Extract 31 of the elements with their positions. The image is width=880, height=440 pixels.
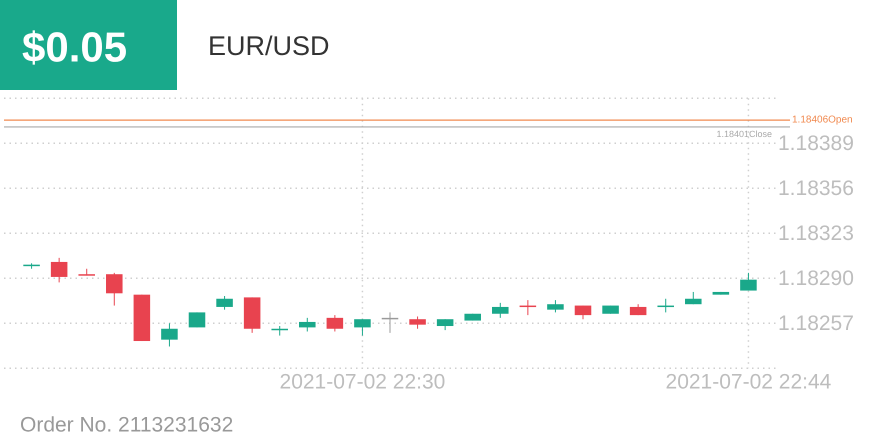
candlestick [547,300,564,313]
candlestick [106,272,123,306]
y-tick-label: 1.18389 [778,132,854,155]
candlestick [161,322,178,347]
candlestick [520,300,536,316]
candlestick [409,316,426,330]
x-tick-label: 2021-07-02 22:44 [666,370,832,394]
candlestick [271,326,288,336]
text: Order No. 2113231632 [20,414,234,436]
candlestick [436,318,454,331]
ref-line-label: 1.18406Open [792,114,853,126]
candlestick [685,291,702,305]
candlestick [299,317,316,332]
candlestick [216,296,233,310]
y-tick-label: 1.18290 [778,266,854,290]
y-tick-label: 1.18257 [778,312,854,335]
y-tick-label: 1.18323 [778,222,854,245]
candlestick [740,272,757,292]
candlestick [326,314,344,332]
candlestick [574,305,592,320]
candlestick [382,312,398,334]
chart-title: EUR/USD [208,31,330,61]
y-tick-label: 1.18356 [778,176,854,200]
candlestick [492,302,509,318]
ref-line-label: 1.18401Close [716,128,772,139]
chart-subtitle: $0.05 [22,24,128,70]
candlestick [354,318,371,336]
candlestick [50,257,68,283]
candlestick [657,298,674,313]
x-tick-label: 2021-07-02 22:30 [280,370,446,394]
candlestick [188,312,206,328]
